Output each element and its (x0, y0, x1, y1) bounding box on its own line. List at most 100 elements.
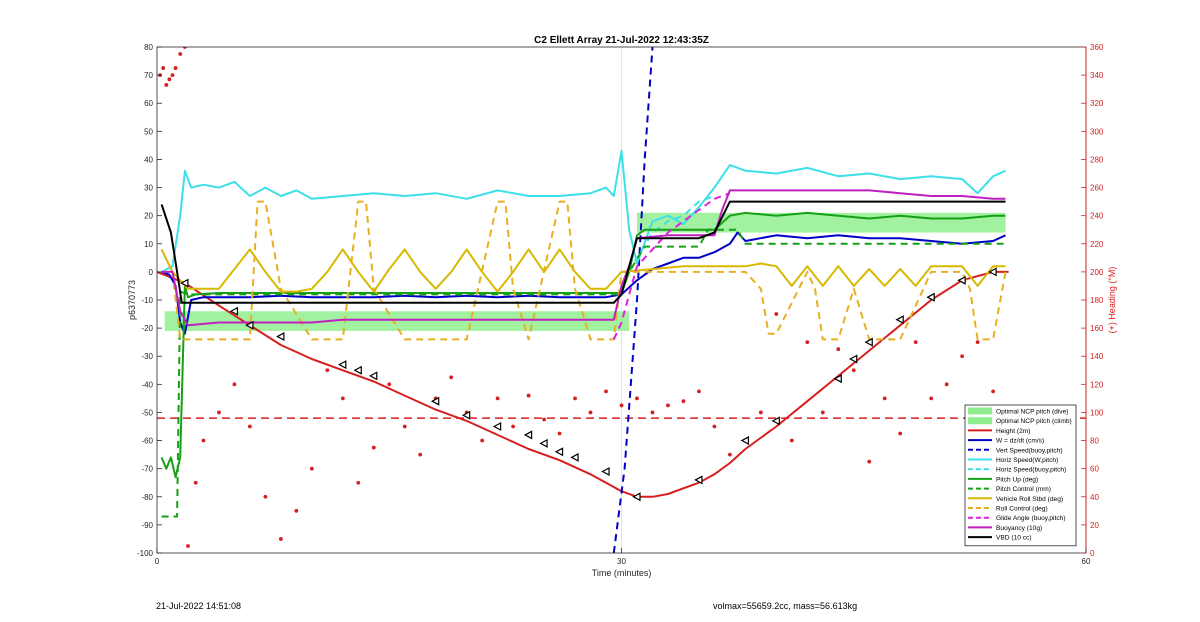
heading-point (697, 389, 701, 394)
heading-point (867, 459, 872, 464)
heading-point (681, 399, 686, 404)
y-tick-label-left: 10 (144, 240, 153, 249)
plot-content (157, 47, 1086, 553)
heading-point (836, 347, 841, 352)
heading-point (929, 396, 934, 401)
x-tick-label: 30 (617, 557, 626, 566)
waypoint-marker (430, 396, 440, 406)
y-tick-label-left: -30 (141, 352, 153, 361)
y-tick-label-right: 180 (1090, 296, 1104, 305)
series-line-10 (161, 189, 1006, 327)
y-tick-label-right: 160 (1090, 324, 1104, 333)
y-tick-label-left: -80 (141, 493, 153, 502)
y-tick-label-right: 280 (1090, 155, 1104, 164)
y-tick-label-right: 240 (1090, 212, 1104, 221)
waypoint-marker (771, 416, 780, 426)
heading-point (805, 340, 810, 345)
heading-point (232, 382, 237, 387)
legend-label: VBD (10 cc) (996, 535, 1032, 542)
heading-point (758, 410, 763, 415)
y-axis-label-right: (+) Heading (°M) (1107, 267, 1117, 334)
y-tick-label-right: 20 (1090, 521, 1099, 530)
heading-point (371, 445, 376, 450)
legend-label: Vehicle Roll Stbd (deg) (996, 496, 1063, 503)
series-line-11 (160, 200, 1006, 304)
heading-point (387, 382, 392, 387)
heading-point (217, 410, 221, 415)
heading-point (991, 389, 995, 394)
legend-label: W = dz/dt (cm/s) (996, 438, 1044, 445)
heading-point (820, 410, 825, 415)
heading-point (418, 452, 423, 457)
heading-point (495, 396, 500, 401)
y-tick-label-left: -20 (141, 324, 153, 333)
legend-label: Glide Angle (buoy,pitch) (996, 515, 1066, 522)
y-tick-label-right: 340 (1090, 71, 1104, 80)
y-tick-label-right: 220 (1090, 240, 1104, 249)
heading-point (402, 424, 407, 429)
waypoint-marker (523, 430, 533, 440)
y-tick-label-right: 320 (1090, 99, 1104, 108)
y-tick-label-left: -100 (137, 549, 154, 558)
y-tick-label-right: 200 (1090, 268, 1104, 277)
waypoint-marker (353, 365, 362, 375)
waypoint-marker (694, 475, 703, 485)
series-line-7 (160, 248, 1006, 293)
series-line-8 (160, 200, 1007, 341)
heading-point (898, 431, 903, 436)
y-axis-label-left: p6370773 (127, 280, 137, 320)
legend-label: Optimal NCP pitch (climb) (996, 418, 1072, 425)
footer-info: volmax=55659.2cc, mass=56.613kg (713, 601, 858, 611)
legend-label: Pitch Control (mm) (996, 486, 1051, 493)
heading-point (542, 417, 546, 422)
legend-label: Vert Speed(buoy,pitch) (996, 447, 1063, 454)
heading-point (193, 480, 198, 485)
waypoint-marker (926, 292, 935, 302)
waypoint-marker (848, 354, 858, 364)
waypoint-marker (276, 332, 285, 342)
x-tick-label: 60 (1082, 557, 1091, 566)
waypoint-marker (554, 447, 564, 457)
heading-point (164, 83, 169, 87)
y-tick-label-left: -50 (141, 408, 153, 417)
waypoint-marker (245, 320, 254, 330)
y-tick-label-right: 40 (1090, 493, 1099, 502)
heading-point (573, 396, 577, 401)
heading-point (604, 389, 608, 394)
band-0 (164, 311, 630, 331)
heading-point (526, 393, 531, 398)
heading-point (774, 312, 779, 316)
waypoint-marker (833, 374, 842, 384)
heading-point (913, 340, 918, 345)
heading-point (449, 375, 454, 380)
heading-point (278, 537, 283, 541)
heading-point (356, 480, 361, 485)
heading-point (173, 66, 178, 70)
waypoint-marker (492, 421, 502, 432)
waypoint-marker (740, 436, 749, 446)
waypoint-marker (338, 360, 347, 370)
waypoint-marker (632, 492, 641, 502)
y-tick-label-right: 140 (1090, 352, 1104, 361)
heading-point (182, 47, 187, 49)
legend-label: Horiz Speed(buoy,pitch) (996, 467, 1066, 474)
heading-point (178, 52, 183, 56)
y-tick-label-right: 120 (1090, 380, 1104, 389)
legend-label: Optimal NCP pitch (dive) (996, 409, 1068, 416)
heading-point (588, 410, 593, 415)
y-tick-label-left: -60 (141, 437, 153, 446)
waypoint-marker (369, 371, 378, 381)
heading-point (294, 508, 299, 513)
series-line-1 (161, 231, 1006, 335)
waypoint-marker (180, 278, 189, 288)
legend-swatch (968, 407, 992, 415)
y-tick-label-left: -90 (141, 521, 153, 530)
y-tick-label-left: 40 (144, 155, 153, 164)
legend-label: Height (2m) (996, 428, 1030, 435)
waypoint-marker (957, 275, 966, 285)
heading-point (263, 494, 268, 499)
heading-point (325, 368, 330, 373)
chart-title: C2 Ellett Array 21-Jul-2022 12:43:35Z (534, 35, 709, 46)
waypoint-marker (988, 267, 997, 277)
heading-point (170, 73, 175, 78)
